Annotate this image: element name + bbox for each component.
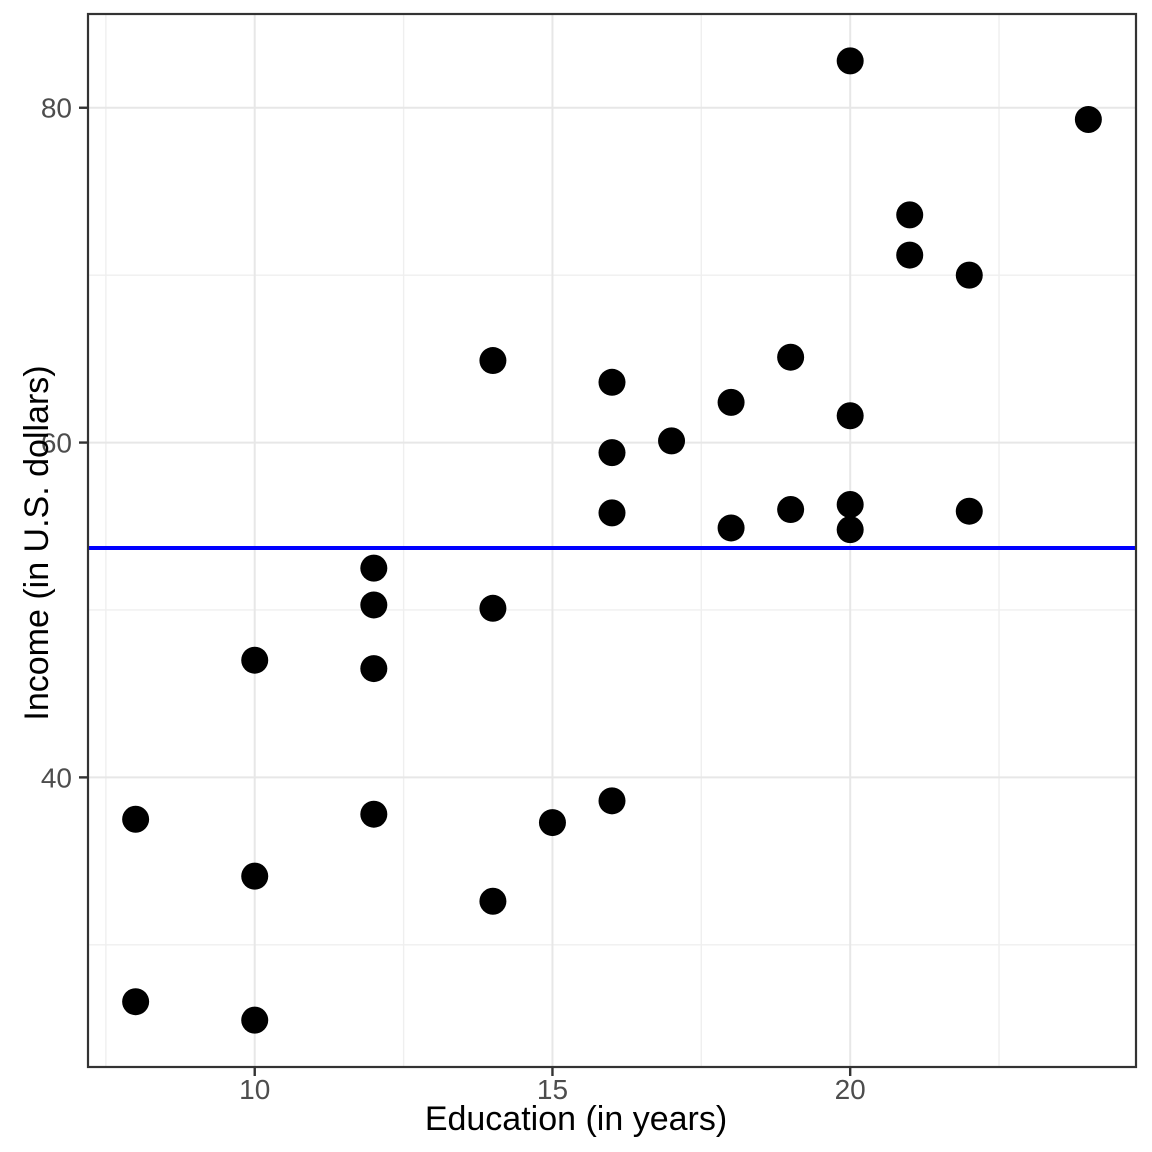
data-point (360, 591, 388, 619)
y-tick-label: 40 (41, 762, 72, 793)
data-point (479, 347, 507, 375)
data-point (241, 862, 269, 890)
data-point (122, 988, 150, 1016)
data-point (360, 800, 388, 828)
data-point (955, 497, 983, 525)
data-point (777, 343, 805, 371)
data-point (360, 655, 388, 683)
data-point (598, 787, 626, 815)
data-point (241, 646, 269, 674)
data-point (836, 516, 864, 544)
x-axis-title: Education (in years) (424, 1100, 728, 1138)
y-tick-label: 80 (41, 93, 72, 124)
data-point (658, 427, 686, 455)
data-point (122, 805, 150, 833)
data-point (598, 499, 626, 527)
data-point (836, 402, 864, 430)
data-point (717, 388, 745, 416)
x-tick-label: 10 (239, 1074, 270, 1105)
data-point (836, 491, 864, 519)
data-point (777, 496, 805, 524)
data-point (598, 368, 626, 396)
data-point (538, 809, 566, 837)
y-axis-title: Income (in U.S. dollars) (18, 365, 56, 721)
x-tick-label: 20 (835, 1074, 866, 1105)
data-point (955, 261, 983, 289)
data-point (896, 241, 924, 269)
data-point (479, 594, 507, 622)
plot-panel (88, 14, 1136, 1067)
data-point (479, 887, 507, 915)
data-point (896, 201, 924, 229)
panel-border (86, 12, 1138, 1069)
x-tick-label: 15 (537, 1074, 568, 1105)
data-point (598, 439, 626, 467)
y-tick-label: 60 (41, 428, 72, 459)
data-point (717, 514, 745, 542)
data-point (241, 1006, 269, 1034)
data-point (1074, 105, 1102, 133)
data-point (360, 554, 388, 582)
data-point (836, 47, 864, 75)
